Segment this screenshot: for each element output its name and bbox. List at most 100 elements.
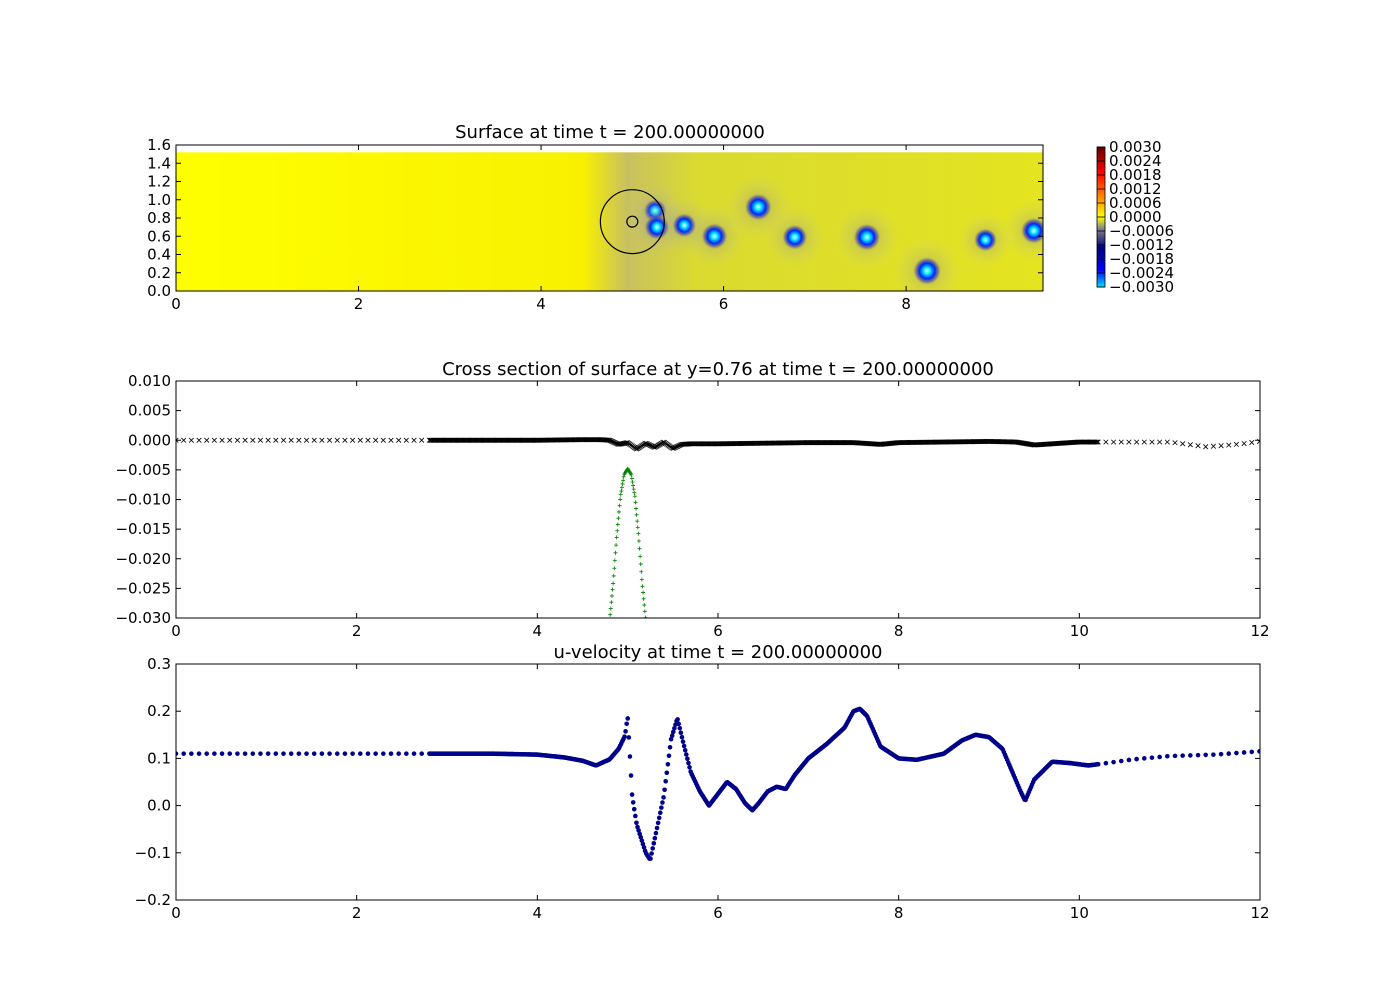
cross-section-point <box>373 437 379 443</box>
u-velocity-point <box>373 751 378 756</box>
u-velocity-point <box>1226 751 1232 756</box>
cross-section-point <box>1134 439 1140 445</box>
u-velocity-point <box>357 751 363 756</box>
cross-section-point <box>288 437 294 443</box>
body-profile-point <box>632 494 637 499</box>
y-tick-label: −0.010 <box>115 491 171 509</box>
u-velocity-point <box>650 846 655 851</box>
cross-section-point <box>1233 441 1240 447</box>
body-profile-point <box>631 487 636 492</box>
vortex <box>701 223 728 250</box>
u-velocity-plot <box>176 706 1260 861</box>
cross-section-point <box>411 437 417 443</box>
colorbar-tick-label: −0.0024 <box>1109 264 1174 282</box>
u-velocity-point <box>633 813 638 819</box>
cross-section-point <box>350 437 356 443</box>
cross-section-point <box>1226 442 1232 448</box>
u-velocity-point <box>227 751 233 756</box>
u-velocity-point <box>242 751 248 756</box>
body-profile-point <box>618 497 623 502</box>
u-velocity-point <box>1134 756 1139 762</box>
body-profile-point <box>619 485 624 490</box>
cross-section-point <box>188 437 194 443</box>
cross-section-point <box>265 437 271 443</box>
u-velocity-point <box>181 751 186 756</box>
body-profile-point <box>621 478 626 483</box>
vortex <box>744 193 772 221</box>
u-velocity-point <box>624 721 629 727</box>
u-velocity-point <box>1165 753 1170 759</box>
x-tick-label: 4 <box>533 904 543 922</box>
colorbar-tick-label: 0.0024 <box>1109 152 1162 170</box>
y-tick-label: −0.025 <box>115 579 171 597</box>
x-tick-label: 12 <box>1250 622 1269 640</box>
u-velocity-point <box>1180 753 1185 758</box>
body-profile-point <box>642 603 647 608</box>
vortex <box>1020 217 1043 244</box>
u-velocity-point <box>629 792 635 797</box>
u-velocity-point <box>250 751 256 756</box>
body-profile-point <box>638 562 643 567</box>
body-profile-point <box>616 516 621 521</box>
cross-section-point <box>319 437 325 443</box>
u-velocity-point <box>411 751 417 756</box>
cross-section-point <box>1157 439 1163 445</box>
body-profile-point <box>616 509 621 514</box>
cross-section-point <box>250 437 256 443</box>
body-outer-circle <box>599 189 665 255</box>
cross-section-point <box>1241 440 1247 447</box>
x-tick-label: 2 <box>352 622 362 640</box>
u-velocity-point <box>1126 757 1132 763</box>
surface-field <box>176 145 1043 291</box>
cross-section-point <box>303 437 310 443</box>
u-velocity-point <box>196 751 202 756</box>
y-tick-label: −0.005 <box>115 461 171 479</box>
u-velocity-point <box>670 729 676 735</box>
u-velocity-point <box>258 751 263 756</box>
x-tick-label: 2 <box>354 295 364 313</box>
colorbar-tick-label: −0.0030 <box>1109 278 1174 296</box>
u-velocity-point <box>627 754 633 759</box>
u-velocity-point <box>657 810 663 816</box>
u-velocity-point <box>651 841 657 846</box>
body-profile-point <box>611 573 616 578</box>
cross-section-point <box>380 437 386 443</box>
cross-section-point <box>296 437 302 443</box>
body-profile-point <box>612 566 617 571</box>
y-tick-label: 0.000 <box>128 431 171 449</box>
u-velocity-point <box>683 752 689 757</box>
u-velocity-point <box>1111 759 1116 765</box>
u-velocity-point <box>288 751 294 756</box>
cross-section-point <box>1141 439 1147 445</box>
u-velocity-point <box>685 756 690 762</box>
u-velocity-point <box>682 747 688 753</box>
body-profile-point <box>612 558 617 563</box>
u-velocity-point <box>273 751 279 756</box>
cross-section-point <box>176 437 179 443</box>
colorbar-tick-label: 0.0012 <box>1109 180 1162 198</box>
u-velocity-point <box>666 753 672 759</box>
body-profile-point <box>618 492 623 497</box>
body-profile-point <box>629 476 634 481</box>
u-velocity-point <box>1218 751 1224 757</box>
u-velocity-point <box>1234 750 1239 756</box>
y-tick-label: −0.020 <box>115 550 171 568</box>
u-velocity-point <box>686 760 691 766</box>
u-velocity-point <box>678 730 684 736</box>
x-tick-label: 0 <box>171 295 181 313</box>
u-velocity-point <box>304 751 309 756</box>
x-tick-label: 6 <box>713 904 723 922</box>
u-velocity-point <box>660 800 665 805</box>
u-velocity-point <box>311 751 317 756</box>
y-tick-label: −0.015 <box>115 520 171 538</box>
u-velocity-point <box>668 736 674 742</box>
body-profile-point <box>630 480 635 485</box>
cross-section-point <box>326 437 333 443</box>
x-tick-label: 6 <box>719 295 729 313</box>
body-profile-point <box>634 506 639 511</box>
colorbar-tick-label: −0.0012 <box>1109 236 1174 254</box>
cross-section-point <box>1103 439 1109 445</box>
u-velocity-point <box>334 751 340 756</box>
u-velocity-point <box>625 716 631 721</box>
u-velocity-point <box>655 820 661 826</box>
